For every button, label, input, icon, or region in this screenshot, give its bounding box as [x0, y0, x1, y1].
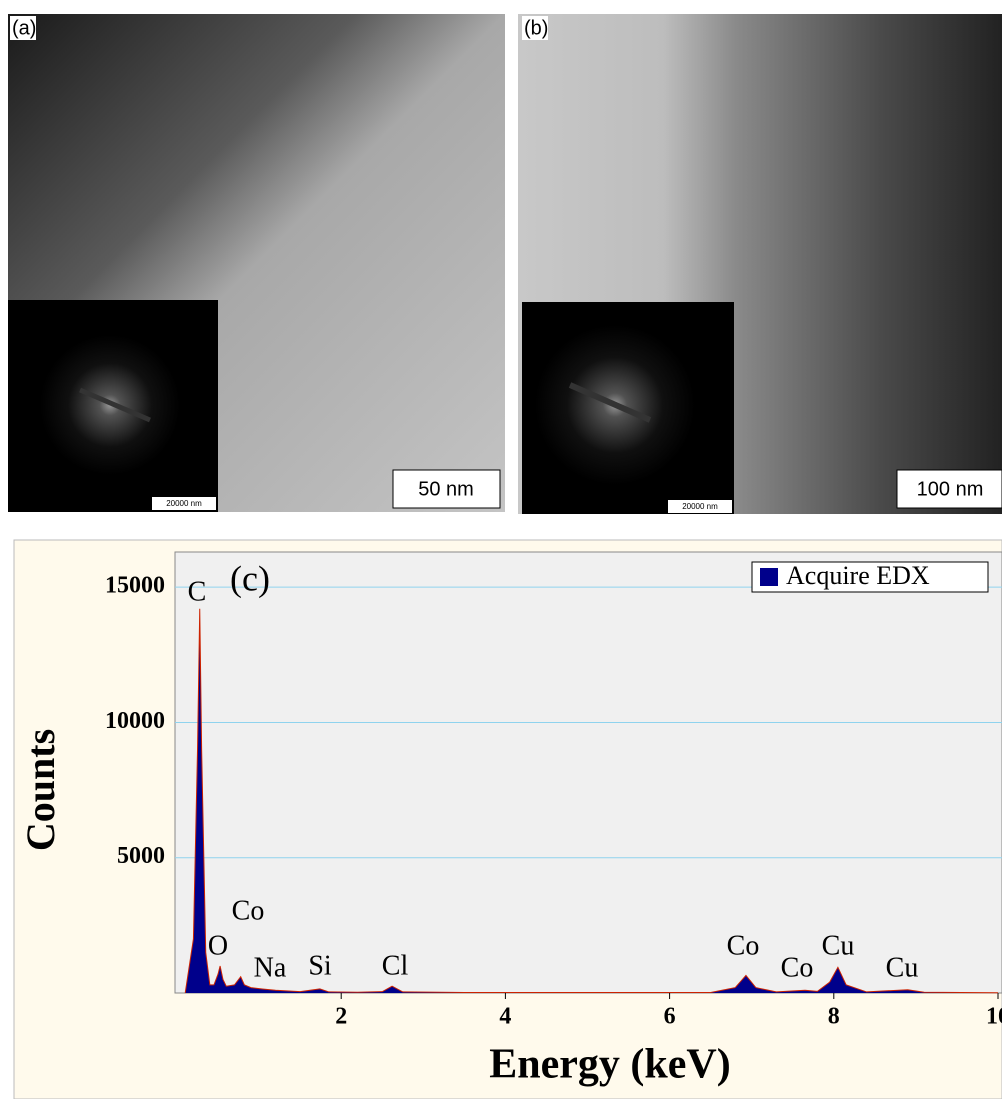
- plot-area: [174, 551, 1002, 994]
- panel-label: (b): [524, 17, 548, 39]
- beam-stop: [79, 387, 151, 423]
- panel-label-box: [10, 16, 36, 40]
- panel-label-box: [522, 16, 548, 40]
- inset-scale-box: [668, 500, 732, 513]
- peak-label: Cl: [382, 950, 409, 981]
- peak-label: Cu: [822, 930, 855, 961]
- scale-label: 50 nm: [418, 478, 474, 500]
- legend-label: Acquire EDX: [786, 561, 930, 590]
- legend-swatch: [760, 568, 778, 586]
- peak-label: Cu: [886, 952, 919, 983]
- panel-label: (c): [230, 558, 270, 598]
- peak-label: C: [188, 576, 207, 607]
- inset-scale-label: 20000 nm: [166, 499, 202, 508]
- peak-label: O: [208, 930, 228, 961]
- x-tick-label: 8: [828, 1004, 840, 1030]
- peak-label: Co: [781, 952, 814, 983]
- peak-label: Co: [727, 930, 760, 961]
- scale-box: [896, 469, 1002, 509]
- x-tick-label: 2: [335, 1004, 347, 1030]
- peak-label: Na: [254, 952, 287, 983]
- x-tick-label: 6: [664, 1004, 676, 1030]
- x-tick-label: 4: [499, 1004, 511, 1030]
- x-axis-label: Energy (keV): [489, 1042, 730, 1088]
- y-tick-label: 5000: [117, 843, 165, 869]
- spectrum-edge: [184, 608, 999, 994]
- y-tick-label: 15000: [105, 573, 165, 599]
- scale-box: [392, 469, 501, 509]
- inset-scale-box: [152, 497, 216, 510]
- panel-label: (a): [12, 17, 36, 39]
- y-axis-label: Counts: [18, 729, 63, 851]
- inset-scale-label: 20000 nm: [682, 502, 718, 511]
- y-tick-label: 10000: [105, 708, 165, 734]
- peak-label: Co: [232, 895, 265, 926]
- peak-label: Si: [308, 950, 332, 981]
- legend-box: [751, 561, 989, 593]
- scale-label: 100 nm: [917, 478, 984, 500]
- x-tick-label: 10: [986, 1004, 1002, 1030]
- chart: 50001000015000246810Acquire EDXCCoONaSiC…: [105, 561, 1002, 1030]
- beam-stop: [568, 382, 652, 423]
